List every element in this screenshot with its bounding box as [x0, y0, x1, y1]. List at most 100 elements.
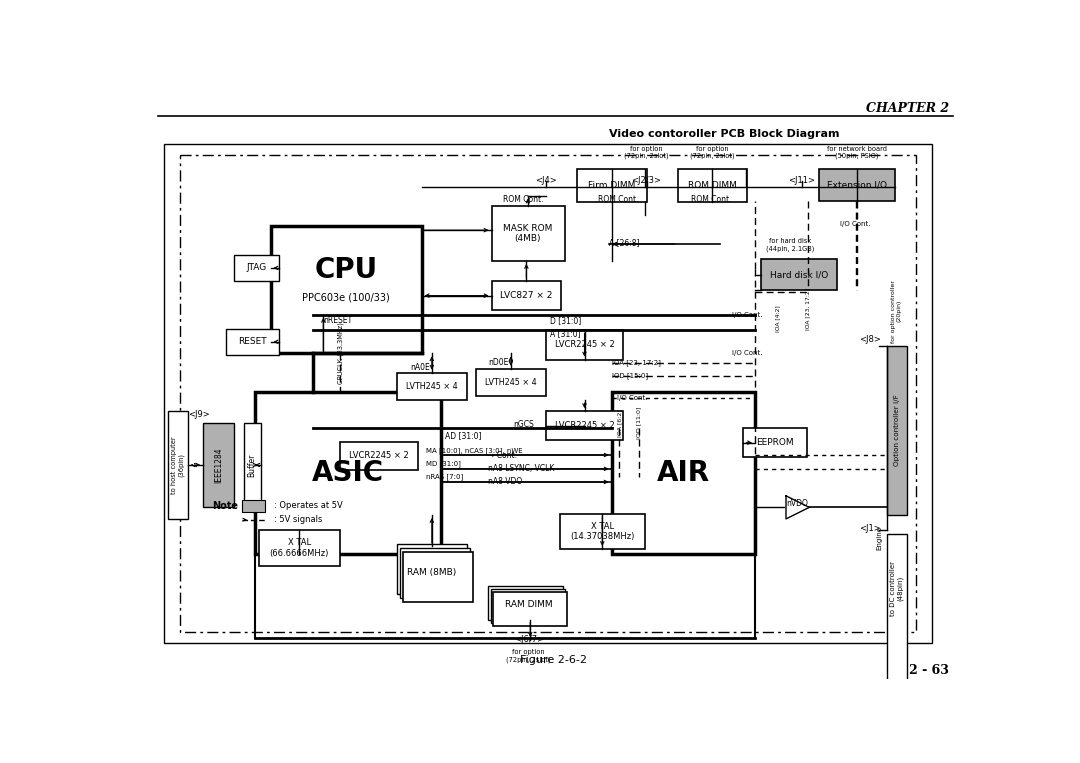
Text: LVTH245 × 4: LVTH245 × 4 — [406, 382, 458, 391]
Text: EEPROM: EEPROM — [756, 438, 794, 447]
Bar — [490, 589, 565, 623]
Bar — [488, 586, 563, 620]
Text: CPU: CPU — [314, 256, 377, 284]
Text: for hard disk
(44pin, 2.1GB): for hard disk (44pin, 2.1GB) — [766, 238, 814, 252]
Text: I/O Cont.: I/O Cont. — [840, 221, 870, 227]
Text: A [31:0]: A [31:0] — [550, 330, 580, 339]
Text: I/O Cont.: I/O Cont. — [617, 395, 648, 401]
Text: AIR: AIR — [657, 459, 710, 487]
Bar — [242, 500, 266, 512]
Bar — [819, 169, 894, 201]
Text: Option controller I/F: Option controller I/F — [894, 394, 900, 466]
Bar — [164, 144, 932, 643]
Text: LVCR2245 × 2: LVCR2245 × 2 — [555, 421, 615, 430]
Text: nRESET: nRESET — [323, 316, 352, 325]
Text: nRAS [7:0]: nRAS [7:0] — [426, 473, 463, 480]
Bar — [761, 259, 837, 290]
Text: LVCR2245 × 2: LVCR2245 × 2 — [349, 451, 409, 460]
Text: MD [31:0]: MD [31:0] — [426, 460, 460, 467]
Text: IOD [11:0]: IOD [11:0] — [636, 407, 642, 439]
Text: for option controller
(20pin): for option controller (20pin) — [891, 280, 902, 343]
Text: IOD [15:0]: IOD [15:0] — [611, 372, 648, 379]
Bar — [397, 544, 467, 594]
Bar — [259, 530, 340, 566]
Text: <J2/3>: <J2/3> — [632, 176, 661, 185]
Bar — [611, 392, 755, 554]
Bar — [403, 552, 473, 602]
Bar — [234, 255, 279, 281]
Text: nD0E: nD0E — [488, 358, 509, 367]
Text: IOA [6:2]: IOA [6:2] — [617, 409, 622, 436]
Text: : 5V signals: : 5V signals — [274, 515, 323, 524]
Bar — [255, 392, 441, 554]
Bar — [167, 411, 188, 519]
Text: <J8>: <J8> — [859, 335, 880, 344]
Text: IEEE1284: IEEE1284 — [214, 447, 224, 483]
Bar — [180, 155, 916, 632]
Bar — [743, 428, 807, 457]
Text: IOA [4:2]: IOA [4:2] — [775, 305, 781, 332]
Bar — [545, 330, 623, 359]
Text: CHAPTER 2: CHAPTER 2 — [866, 102, 948, 115]
Bar — [203, 423, 234, 507]
Text: nA8 VDO: nA8 VDO — [488, 478, 522, 487]
Text: MASK ROM
(4MB): MASK ROM (4MB) — [503, 224, 553, 243]
Text: Extension I/O: Extension I/O — [826, 180, 887, 189]
Bar — [677, 169, 747, 202]
Bar — [243, 423, 260, 507]
Text: JTAG: JTAG — [246, 263, 267, 272]
Text: D [31:0]: D [31:0] — [550, 316, 581, 325]
Bar — [494, 592, 567, 626]
Text: ASIC: ASIC — [312, 459, 384, 487]
Bar — [227, 329, 279, 355]
Text: for option
(72pin, 2slot): for option (72pin, 2slot) — [507, 649, 551, 662]
Text: to DC controller
(48pin): to DC controller (48pin) — [890, 561, 904, 616]
Text: nA8 LSYNC, VCLK: nA8 LSYNC, VCLK — [488, 465, 554, 473]
Text: RAM (8MB): RAM (8MB) — [407, 568, 457, 578]
Text: Firm DIMM: Firm DIMM — [588, 181, 635, 190]
Text: → Cont.: → Cont. — [488, 450, 516, 459]
Text: PPC603e (100/33): PPC603e (100/33) — [302, 293, 390, 303]
Text: to host computer
(36pin): to host computer (36pin) — [171, 436, 185, 494]
Text: ROM Cont.: ROM Cont. — [503, 195, 543, 204]
Bar — [491, 205, 565, 261]
Text: Figure 2-6-2: Figure 2-6-2 — [519, 655, 588, 665]
Bar — [491, 281, 562, 311]
Text: : Operates at 5V: : Operates at 5V — [274, 501, 343, 510]
Text: Engine: Engine — [876, 526, 882, 550]
Polygon shape — [786, 496, 809, 519]
Text: <J6/7>: <J6/7> — [514, 636, 543, 644]
Text: CPUCLK (33.3MHz): CPUCLK (33.3MHz) — [337, 323, 343, 385]
Text: AD [31:0]: AD [31:0] — [445, 431, 482, 440]
Bar — [545, 411, 623, 440]
Text: MA [10:0], nCAS [3:0], nWE: MA [10:0], nCAS [3:0], nWE — [426, 447, 523, 454]
Text: X TAL
(66.6666MHz): X TAL (66.6666MHz) — [270, 539, 329, 558]
Text: for option
(72pin, 2slot): for option (72pin, 2slot) — [690, 146, 734, 159]
Bar — [400, 548, 470, 598]
Text: Video contoroller PCB Block Diagram: Video contoroller PCB Block Diagram — [609, 129, 839, 139]
Text: A [26:8]: A [26:8] — [609, 238, 639, 247]
Text: 2 - 63: 2 - 63 — [909, 664, 948, 677]
Bar — [271, 227, 422, 353]
Text: for option
(72pin, 2slot): for option (72pin, 2slot) — [624, 146, 669, 159]
Bar — [340, 442, 418, 470]
Text: <J11>: <J11> — [788, 176, 815, 185]
Bar — [559, 513, 645, 549]
Text: IOA [23, 17:2]: IOA [23, 17:2] — [806, 288, 810, 330]
Text: LVTH245 × 4: LVTH245 × 4 — [485, 378, 537, 387]
Bar — [577, 169, 647, 202]
Text: nA0E: nA0E — [410, 362, 430, 372]
Text: <J1>: <J1> — [859, 524, 880, 533]
Bar — [887, 346, 907, 515]
Text: X TAL
(14.37038MHz): X TAL (14.37038MHz) — [570, 522, 635, 541]
Text: for network board
(50pin, PSIO): for network board (50pin, PSIO) — [826, 146, 887, 159]
Text: ROM Cont.: ROM Cont. — [598, 195, 639, 204]
Text: RESET: RESET — [239, 337, 267, 346]
Text: Hard disk I/O: Hard disk I/O — [770, 270, 828, 279]
Text: I/O Cont.: I/O Cont. — [732, 350, 762, 356]
Text: I/O Cont.: I/O Cont. — [732, 312, 762, 318]
Bar — [476, 369, 545, 397]
Text: IOA [23, 17:2]: IOA [23, 17:2] — [611, 359, 661, 366]
Text: <J9>: <J9> — [188, 410, 210, 420]
Text: nVDO: nVDO — [786, 499, 808, 508]
